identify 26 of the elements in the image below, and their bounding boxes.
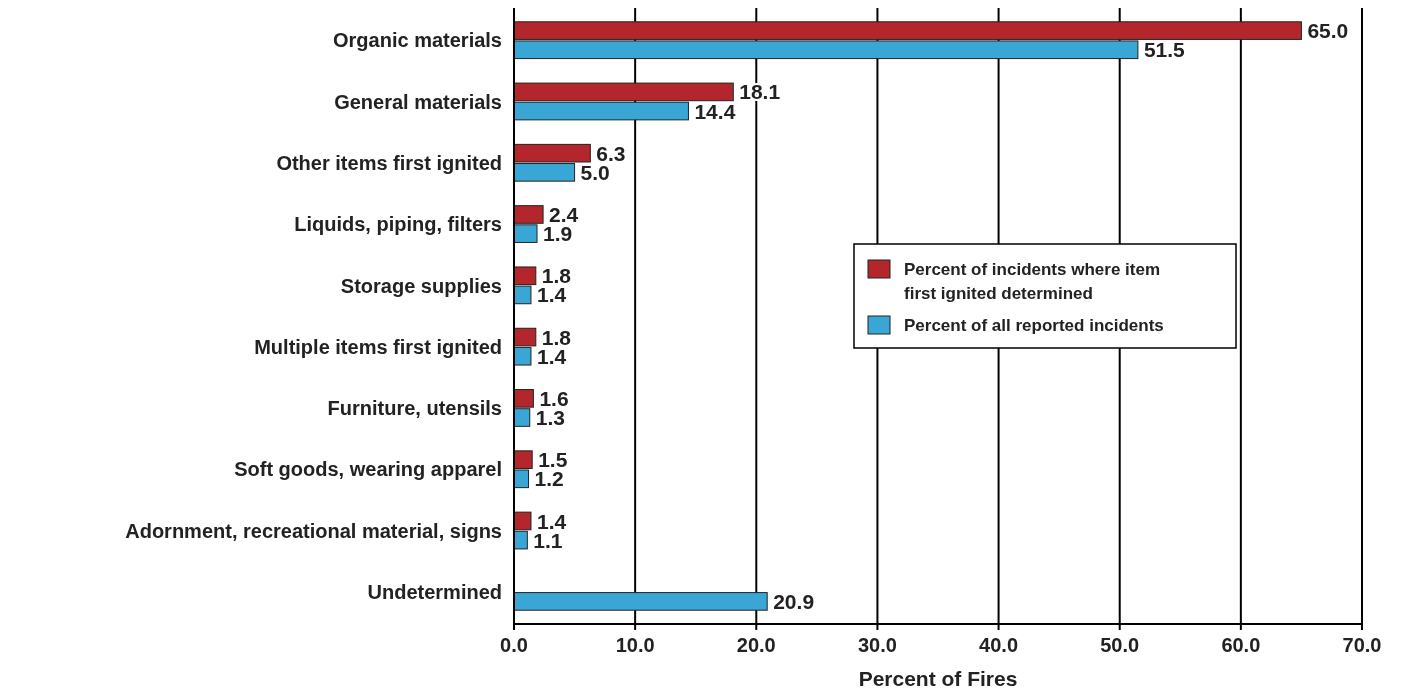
x-tick-label: 70.0	[1342, 634, 1382, 656]
y-tick-label: Furniture, utensils	[327, 397, 502, 420]
y-tick-label: Organic materials	[333, 29, 502, 52]
data-label: 65.0	[1307, 19, 1349, 43]
x-tick-label: 60.0	[1221, 634, 1261, 656]
x-tick-label: 0.0	[500, 634, 528, 656]
y-tick-label: Adornment, recreational material, signs	[125, 519, 502, 542]
x-tick-label: 20.0	[736, 634, 776, 656]
x-tick-label: 50.0	[1100, 634, 1140, 656]
bar	[513, 592, 768, 611]
y-tick-label: Liquids, piping, filters	[294, 213, 502, 236]
y-tick-label: Other items first ignited	[276, 151, 502, 174]
data-label: 51.5	[1143, 38, 1186, 62]
x-tick-label: 40.0	[979, 634, 1019, 656]
y-tick-label: Storage supplies	[340, 274, 502, 297]
y-tick-label: General materials	[334, 90, 502, 113]
data-label: 14.4	[694, 99, 736, 123]
x-axis-title: Percent of Fires	[858, 667, 1018, 690]
x-tick-label: 30.0	[857, 634, 897, 656]
y-tick-label: Soft goods, wearing apparel	[234, 458, 502, 481]
y-tick-label: Multiple items first ignited	[254, 335, 502, 358]
legend-label: Percent of incidents where item first ignited determined	[904, 260, 1161, 303]
y-tick-label: Undetermined	[367, 581, 502, 604]
x-tick-label: 10.0	[615, 634, 655, 656]
data-label: 20.9	[773, 589, 815, 613]
legend-label: Percent of all reported incidents	[904, 316, 1164, 335]
